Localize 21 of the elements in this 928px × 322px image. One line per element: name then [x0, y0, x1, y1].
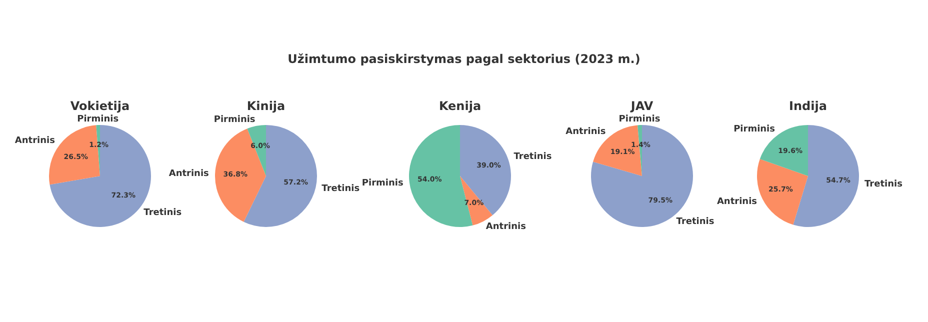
chart-title: Kinija — [246, 99, 286, 114]
slice-label: Tretinis — [676, 217, 714, 228]
slice-label: Antrinis — [566, 127, 606, 138]
slice-label: Pirminis — [734, 124, 776, 135]
text: Užimtumo pasiskirstymas pagal sektorius (2023 m.) — [288, 52, 640, 66]
slice-label: Tretinis — [322, 184, 360, 194]
chart-title: Kenija — [438, 99, 482, 114]
slice-label: Antrinis — [168, 169, 209, 180]
slice-label: Pirminis — [77, 114, 119, 124]
chart-title: Vokietija — [70, 99, 130, 114]
slice-label: Pirminis — [362, 178, 404, 189]
slice-label: Tretinis — [514, 152, 552, 162]
slice-label: Antrinis — [14, 136, 55, 146]
slice-label: Antrinis — [716, 197, 758, 208]
slice-label: Tretinis — [144, 208, 182, 218]
slice-label: Pirminis — [214, 115, 256, 126]
slice-label: Tretinis — [864, 180, 902, 190]
slice-label: Antrinis — [486, 222, 526, 232]
slice-label: Pirminis — [618, 114, 660, 124]
chart-title: Indija — [789, 99, 827, 114]
chart-title: JAV — [630, 99, 654, 114]
